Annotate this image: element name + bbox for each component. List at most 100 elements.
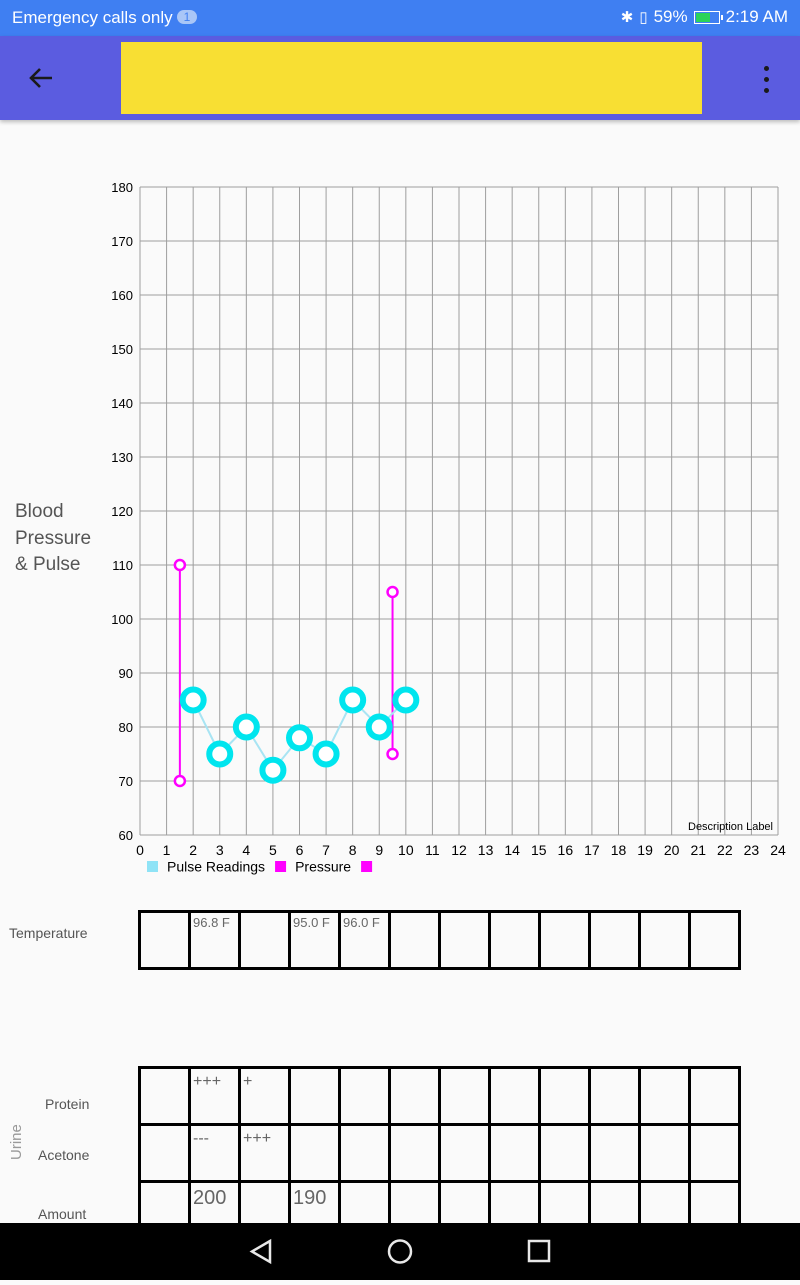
temperature-cell[interactable] <box>438 910 491 970</box>
battery-saver-icon: ▯ <box>639 9 648 26</box>
x-tick-label: 20 <box>664 842 680 858</box>
temperature-cell[interactable] <box>538 910 591 970</box>
nav-home-icon[interactable] <box>387 1239 413 1264</box>
y-tick-label: 110 <box>112 558 133 573</box>
temperature-cell[interactable] <box>688 910 741 970</box>
x-tick-label: 17 <box>584 842 600 858</box>
urine-cell[interactable] <box>538 1123 591 1183</box>
temperature-cell[interactable] <box>388 910 441 970</box>
temperature-cell[interactable] <box>238 910 291 970</box>
legend-swatch <box>275 861 287 872</box>
y-tick-label: 150 <box>111 342 133 357</box>
x-tick-label: 3 <box>216 842 224 858</box>
urine-cell[interactable] <box>688 1066 741 1126</box>
urine-cell[interactable]: +++ <box>238 1123 291 1183</box>
y-tick-label: 90 <box>119 666 133 681</box>
urine-cell[interactable] <box>388 1123 441 1183</box>
temperature-table: 96.8 F 95.0 F 96.0 F <box>138 910 741 970</box>
x-tick-label: 15 <box>531 842 547 858</box>
urine-value: 190 <box>293 1187 327 1209</box>
temperature-cell[interactable] <box>588 910 641 970</box>
navigation-bar <box>0 1223 800 1280</box>
status-bar: Emergency calls only 1 ✱ ▯ 59% 2:19 AM <box>0 0 800 36</box>
urine-cell[interactable] <box>388 1066 441 1126</box>
urine-cell[interactable] <box>588 1123 641 1183</box>
x-tick-label: 23 <box>744 842 760 858</box>
x-tick-label: 7 <box>322 842 330 858</box>
y-tick-label: 80 <box>119 720 133 735</box>
acetone-label: Acetone <box>38 1147 90 1163</box>
x-tick-label: 24 <box>770 842 786 858</box>
side-label-line: & Pulse <box>15 554 81 575</box>
pressure-high-point <box>386 585 399 599</box>
pressure-low-point <box>386 747 399 761</box>
temperature-value: 96.8 F <box>193 915 230 930</box>
x-tick-label: 13 <box>478 842 494 858</box>
urine-cell[interactable] <box>538 1066 591 1126</box>
urine-cell[interactable] <box>288 1066 341 1126</box>
urine-value: +++ <box>193 1073 222 1090</box>
nav-back-icon[interactable] <box>249 1238 272 1265</box>
urine-cell[interactable] <box>438 1123 491 1183</box>
urine-cell[interactable] <box>138 1066 191 1126</box>
temperature-cell[interactable] <box>638 910 691 970</box>
urine-cell[interactable] <box>488 1066 541 1126</box>
pressure-high-point <box>173 558 187 572</box>
y-tick-label: 100 <box>111 612 133 627</box>
y-tick-label: 70 <box>119 774 133 789</box>
y-tick-label: 180 <box>111 180 133 195</box>
x-tick-label: 1 <box>163 842 171 858</box>
urine-cell[interactable] <box>638 1066 691 1126</box>
x-tick-label: 14 <box>504 842 520 858</box>
urine-cell[interactable] <box>438 1066 491 1126</box>
temperature-label: Temperature <box>9 925 88 941</box>
urine-value: +++ <box>243 1130 272 1147</box>
battery-percent: 59% <box>653 7 688 26</box>
urine-cell[interactable] <box>688 1123 741 1183</box>
urine-cell[interactable] <box>638 1123 691 1183</box>
arrow-left-icon[interactable] <box>22 56 62 100</box>
carrier-text: Emergency calls only <box>12 8 173 27</box>
urine-cell[interactable] <box>588 1066 641 1126</box>
x-tick-label: 2 <box>189 842 197 858</box>
urine-cell[interactable] <box>338 1066 391 1126</box>
x-tick-label: 8 <box>349 842 357 858</box>
nav-recents-icon[interactable] <box>527 1239 551 1263</box>
carrier-status: Emergency calls only 1 <box>12 8 198 28</box>
app-title <box>121 42 702 114</box>
legend-label: Pulse Readings <box>167 859 265 875</box>
more-vert-icon[interactable] <box>752 56 780 100</box>
temperature-cell[interactable]: 96.8 F <box>188 910 241 970</box>
x-tick-label: 9 <box>375 842 383 858</box>
urine-cell[interactable]: + <box>238 1066 291 1126</box>
x-tick-label: 11 <box>425 842 440 858</box>
protein-label: Protein <box>45 1096 90 1112</box>
urine-cell[interactable] <box>488 1123 541 1183</box>
urine-cell[interactable] <box>288 1123 341 1183</box>
urine-cell[interactable] <box>338 1123 391 1183</box>
urine-cell[interactable] <box>138 1123 191 1183</box>
clock: 2:19 AM <box>725 7 788 26</box>
x-tick-label: 16 <box>558 842 574 858</box>
x-tick-label: 4 <box>242 842 250 858</box>
y-tick-label: 160 <box>111 288 133 303</box>
temperature-cell[interactable]: 96.0 F <box>338 910 391 970</box>
status-icons: ✱ ▯ 59% 2:19 AM <box>621 7 788 27</box>
legend-swatch <box>147 861 158 872</box>
urine-row: +++ + <box>138 1066 741 1126</box>
pulse-point <box>259 756 287 784</box>
urine-value: + <box>243 1073 253 1090</box>
x-tick-label: 10 <box>398 842 414 858</box>
urine-cell[interactable]: --- <box>188 1123 241 1183</box>
x-tick-label: 6 <box>296 842 304 858</box>
temperature-cell[interactable]: 95.0 F <box>288 910 341 970</box>
urine-value: --- <box>193 1130 209 1147</box>
side-label-line: Blood <box>15 501 64 522</box>
temperature-cell[interactable] <box>488 910 541 970</box>
temperature-value: 96.0 F <box>343 915 380 930</box>
battery-icon <box>693 10 723 24</box>
y-tick-label: 130 <box>111 450 133 465</box>
temperature-cell[interactable] <box>138 910 191 970</box>
pulse-point <box>232 713 260 741</box>
urine-cell[interactable]: +++ <box>188 1066 241 1126</box>
